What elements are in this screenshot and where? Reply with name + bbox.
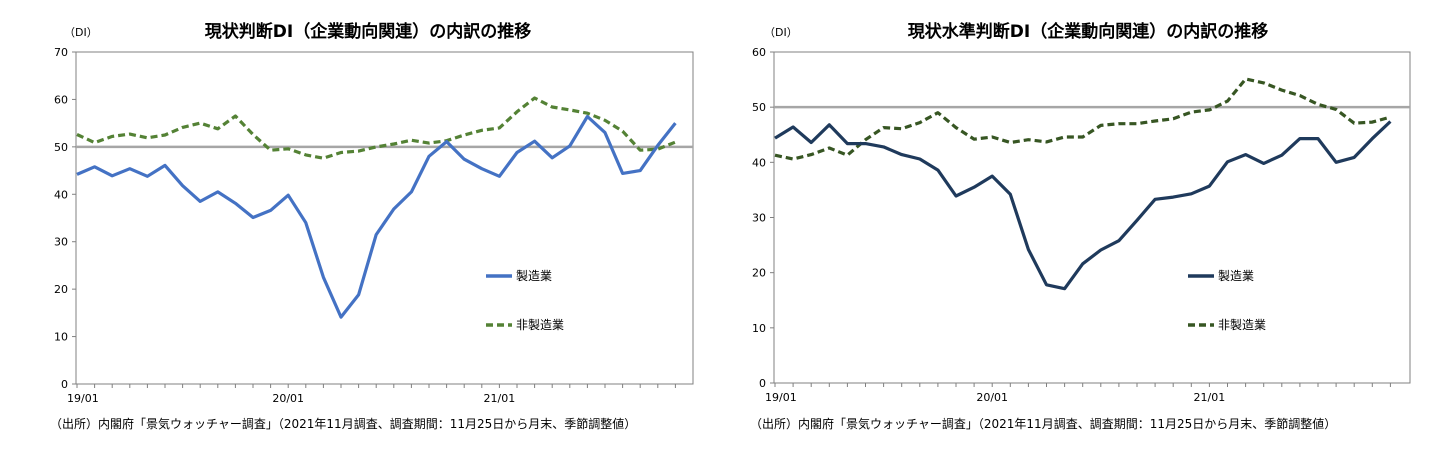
legend-label-manufacturing: 製造業 bbox=[1218, 269, 1254, 283]
series-line-non-manufacturing bbox=[774, 77, 1391, 161]
x-tick-label: 21/01 bbox=[484, 392, 516, 405]
y-tick-label: 20 bbox=[752, 267, 766, 280]
chart-title: 現状水準判断DI（企業動向関連）の内訳の推移 bbox=[908, 21, 1268, 42]
x-tick-label: 20/01 bbox=[272, 392, 304, 405]
legend: 製造業 非製造業 bbox=[1188, 269, 1266, 332]
y-tick-label: 10 bbox=[752, 322, 766, 335]
chart-title: 現状判断DI（企業動向関連）の内訳の推移 bbox=[205, 21, 531, 42]
x-tick-label: 19/01 bbox=[67, 392, 99, 405]
legend-label-non-manufacturing: 非製造業 bbox=[1218, 318, 1266, 332]
source-note: （出所）内閣府「景気ウォッチャー調査」（2021年11月調査、調査期間：11月2… bbox=[50, 416, 636, 431]
y-unit-label: （DI） bbox=[64, 26, 98, 39]
series-line-manufacturing bbox=[774, 120, 1392, 291]
y-tick-label: 50 bbox=[752, 101, 766, 114]
left-chart-panel: 現状判断DI（企業動向関連）の内訳の推移 （DI） 0 10 20 30 40 50 60 7… bbox=[50, 21, 694, 431]
y-tick-label: 40 bbox=[54, 188, 68, 201]
legend: 製造業 非製造業 bbox=[486, 269, 564, 332]
series-group bbox=[76, 96, 677, 319]
legend-label-manufacturing: 製造業 bbox=[516, 269, 552, 283]
plot-area bbox=[75, 51, 694, 385]
y-axis: 0 10 20 30 40 50 60 bbox=[752, 46, 774, 390]
y-tick-label: 0 bbox=[61, 378, 68, 391]
y-tick-label: 40 bbox=[752, 156, 766, 169]
y-tick-label: 30 bbox=[752, 212, 766, 225]
y-unit-label: （DI） bbox=[764, 26, 798, 39]
series-group bbox=[774, 77, 1392, 291]
right-chart-panel: 現状水準判断DI（企業動向関連）の内訳の推移 （DI） 0 10 20 30 40 50 6… bbox=[716, 0, 1432, 475]
x-axis: 19/01 20/01 21/01 bbox=[765, 383, 1391, 404]
x-tick-label: 21/01 bbox=[1194, 391, 1226, 404]
y-tick-label: 60 bbox=[752, 46, 766, 59]
y-tick-label: 70 bbox=[54, 46, 68, 59]
y-tick-label: 10 bbox=[54, 331, 68, 344]
y-tick-label: 30 bbox=[54, 236, 68, 249]
legend-label-non-manufacturing: 非製造業 bbox=[516, 318, 564, 332]
y-axis: 0 10 20 30 40 50 60 70 bbox=[54, 46, 76, 391]
right-chart-svg: 現状水準判断DI（企業動向関連）の内訳の推移 （DI） 0 10 20 30 40 50 6… bbox=[750, 21, 1411, 431]
x-tick-label: 20/01 bbox=[976, 391, 1008, 404]
y-tick-label: 20 bbox=[54, 283, 68, 296]
y-tick-label: 60 bbox=[54, 93, 68, 106]
y-tick-label: 50 bbox=[54, 141, 68, 154]
y-tick-label: 0 bbox=[759, 377, 766, 390]
series-line-non-manufacturing bbox=[76, 96, 676, 160]
series-line-manufacturing bbox=[76, 114, 677, 319]
left-chart-svg: 現状判断DI（企業動向関連）の内訳の推移 （DI） 0 10 20 30 40 50 60 7… bbox=[50, 21, 694, 431]
x-tick-label: 19/01 bbox=[765, 391, 797, 404]
x-axis: 19/01 20/01 21/01 bbox=[67, 384, 676, 405]
source-note: （出所）内閣府「景気ウォッチャー調査」（2021年11月調査、調査期間：11月2… bbox=[750, 416, 1336, 431]
